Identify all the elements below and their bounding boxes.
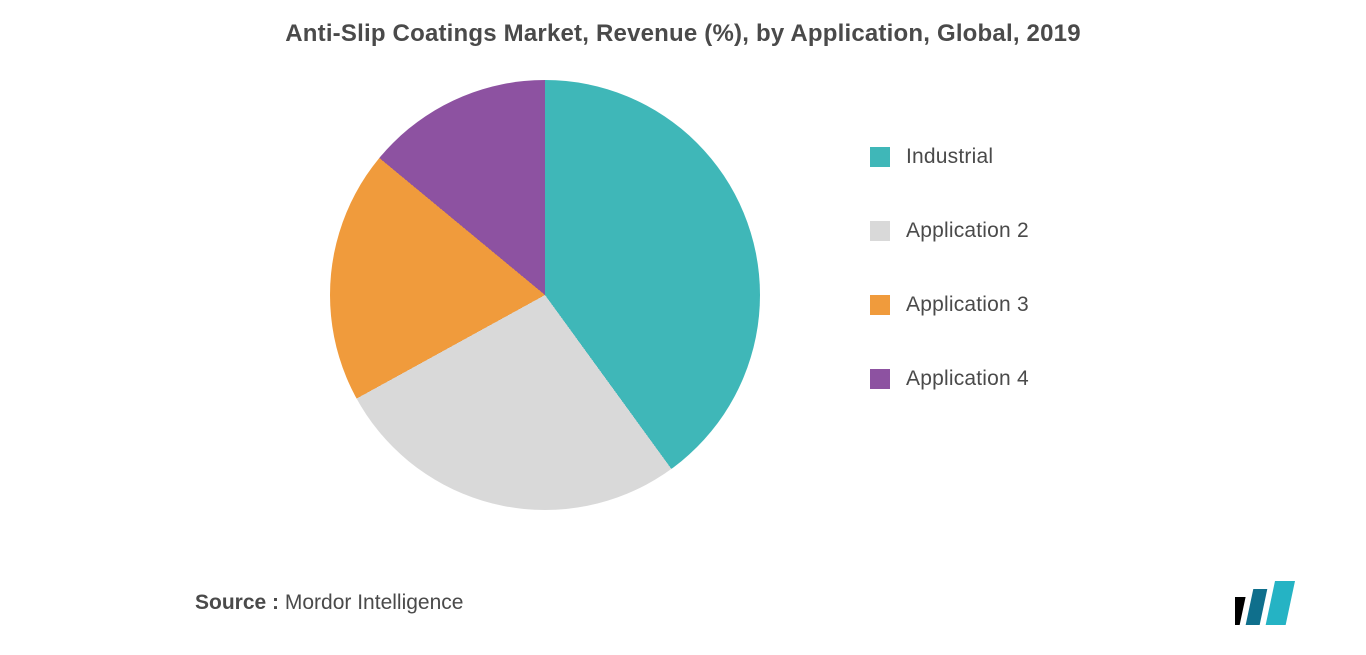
legend-label: Application 3 <box>906 293 1029 317</box>
legend-item: Application 3 <box>870 293 1029 317</box>
legend: Industrial Application 2 Application 3 Appl… <box>870 145 1029 391</box>
legend-swatch <box>870 221 890 241</box>
legend-swatch <box>870 369 890 389</box>
source-value: Mordor Intelligence <box>285 591 464 614</box>
pie-chart <box>330 80 760 510</box>
source-attribution: Source : Mordor Intelligence <box>195 591 463 615</box>
legend-item: Application 2 <box>870 219 1029 243</box>
legend-item: Application 4 <box>870 367 1029 391</box>
legend-label: Application 2 <box>906 219 1029 243</box>
chart-title: Anti-Slip Coatings Market, Revenue (%), … <box>0 20 1366 48</box>
legend-swatch <box>870 147 890 167</box>
legend-label: Industrial <box>906 145 993 169</box>
pie-chart-canvas <box>330 80 760 510</box>
legend-label: Application 4 <box>906 367 1029 391</box>
legend-item: Industrial <box>870 145 1029 169</box>
legend-swatch <box>870 295 890 315</box>
brand-logo <box>1235 581 1301 625</box>
source-label: Source : <box>195 591 279 614</box>
